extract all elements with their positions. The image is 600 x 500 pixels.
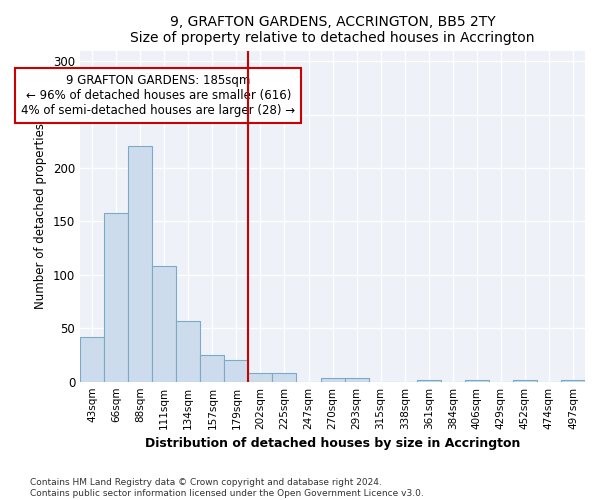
Bar — [320, 378, 344, 382]
Bar — [104, 213, 128, 382]
Bar — [152, 266, 176, 382]
Bar — [80, 337, 104, 382]
Text: 9 GRAFTON GARDENS: 185sqm
← 96% of detached houses are smaller (616)
4% of semi-: 9 GRAFTON GARDENS: 185sqm ← 96% of detac… — [21, 74, 295, 116]
Bar — [176, 321, 200, 382]
Bar — [416, 380, 441, 382]
Text: Contains HM Land Registry data © Crown copyright and database right 2024.
Contai: Contains HM Land Registry data © Crown c… — [30, 478, 424, 498]
Bar — [248, 373, 272, 382]
Y-axis label: Number of detached properties: Number of detached properties — [34, 123, 47, 309]
Bar — [272, 373, 296, 382]
Bar — [513, 380, 537, 382]
Bar — [344, 378, 368, 382]
Bar — [465, 380, 489, 382]
X-axis label: Distribution of detached houses by size in Accrington: Distribution of detached houses by size … — [145, 437, 520, 450]
Bar — [128, 146, 152, 382]
Title: 9, GRAFTON GARDENS, ACCRINGTON, BB5 2TY
Size of property relative to detached ho: 9, GRAFTON GARDENS, ACCRINGTON, BB5 2TY … — [130, 15, 535, 45]
Bar — [200, 355, 224, 382]
Bar — [561, 380, 585, 382]
Bar — [224, 360, 248, 382]
